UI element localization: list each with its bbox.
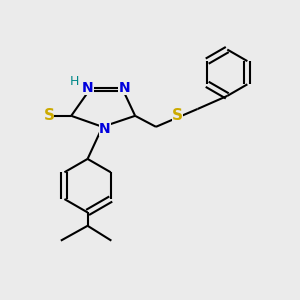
Text: N: N [82, 81, 94, 95]
Text: S: S [44, 108, 54, 123]
Text: N: N [99, 122, 111, 136]
Text: S: S [172, 108, 182, 123]
Text: H: H [70, 75, 80, 88]
Text: N: N [118, 81, 130, 95]
